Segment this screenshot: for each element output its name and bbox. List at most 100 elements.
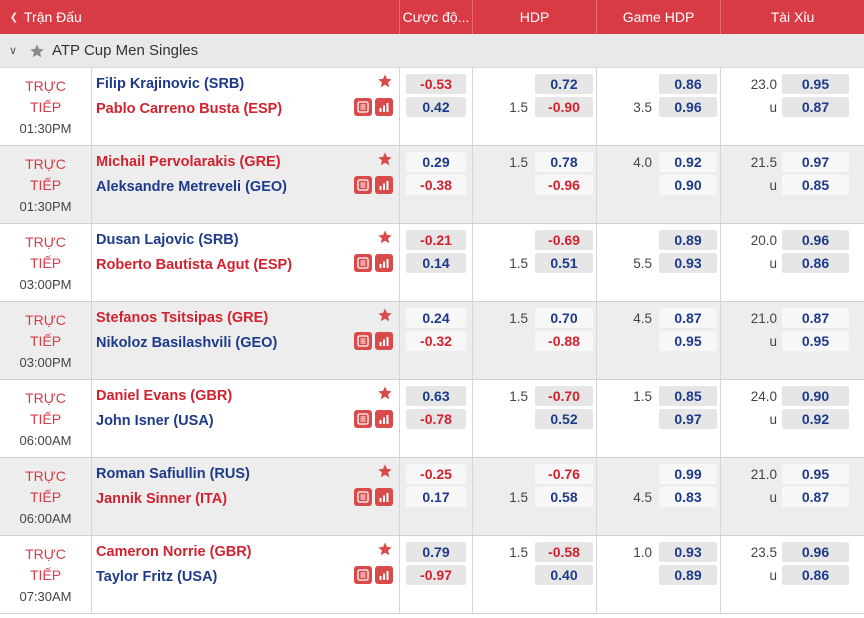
odds-game-hdp-home[interactable]: 0.87: [659, 308, 717, 328]
bar-chart-icon[interactable]: [375, 410, 393, 428]
table-row[interactable]: TRỰC TIẾP 01:30PM Michail Pervolarakis (…: [0, 146, 864, 224]
team-home[interactable]: Filip Krajinovic (SRB): [96, 76, 245, 92]
odds-over[interactable]: 0.95: [782, 464, 849, 484]
header-over-under[interactable]: Tài Xỉu: [770, 9, 815, 25]
odds-under[interactable]: 0.85: [782, 175, 849, 195]
odds-hdp-away[interactable]: 0.58: [535, 487, 593, 507]
team-home[interactable]: Roman Safiullin (RUS): [96, 466, 250, 482]
team-home[interactable]: Stefanos Tsitsipas (GRE): [96, 310, 269, 326]
bar-chart-icon[interactable]: [375, 488, 393, 506]
odds-game-hdp-home[interactable]: 0.89: [659, 230, 717, 250]
header-hdp[interactable]: HDP: [473, 0, 597, 34]
odds-moneyline-home[interactable]: -0.53: [406, 74, 466, 94]
odds-hdp-away[interactable]: 0.40: [535, 565, 593, 585]
odds-under[interactable]: 0.86: [782, 565, 849, 585]
scoreboard-icon[interactable]: [354, 98, 372, 116]
favorite-star-icon[interactable]: [377, 385, 393, 401]
odds-moneyline-home[interactable]: -0.25: [406, 464, 466, 484]
odds-moneyline-home[interactable]: 0.29: [406, 152, 466, 172]
team-away[interactable]: Pablo Carreno Busta (ESP): [96, 101, 283, 117]
table-row[interactable]: TRỰC TIẾP 07:30AM Cameron Norrie (GBR) T…: [0, 536, 864, 614]
table-row[interactable]: TRỰC TIẾP 06:00AM Roman Safiullin (RUS) …: [0, 458, 864, 536]
odds-hdp-away[interactable]: -0.88: [535, 331, 593, 351]
odds-game-hdp-home[interactable]: 0.86: [659, 74, 717, 94]
bar-chart-icon[interactable]: [375, 176, 393, 194]
table-row[interactable]: TRỰC TIẾP 03:00PM Dusan Lajovic (SRB) Ro…: [0, 224, 864, 302]
team-home[interactable]: Dusan Lajovic (SRB): [96, 232, 239, 248]
odds-under[interactable]: 0.95: [782, 331, 849, 351]
odds-hdp-away[interactable]: -0.90: [535, 97, 593, 117]
favorite-star-icon[interactable]: [377, 307, 393, 323]
team-home[interactable]: Daniel Evans (GBR): [96, 388, 233, 404]
odds-under[interactable]: 0.87: [782, 97, 849, 117]
odds-hdp-home[interactable]: -0.58: [535, 542, 593, 562]
league-star-icon[interactable]: [26, 43, 48, 59]
odds-over[interactable]: 0.96: [782, 230, 849, 250]
odds-moneyline-away[interactable]: -0.97: [406, 565, 466, 585]
odds-game-hdp-home[interactable]: 0.93: [659, 542, 717, 562]
chevron-down-icon[interactable]: ∨: [8, 45, 18, 57]
odds-game-hdp-away[interactable]: 0.89: [659, 565, 717, 585]
team-away[interactable]: Nikoloz Basilashvili (GEO): [96, 335, 278, 351]
odds-moneyline-home[interactable]: 0.63: [406, 386, 466, 406]
favorite-star-icon[interactable]: [377, 463, 393, 479]
scoreboard-icon[interactable]: [354, 488, 372, 506]
odds-game-hdp-home[interactable]: 0.85: [659, 386, 717, 406]
favorite-star-icon[interactable]: [377, 541, 393, 557]
odds-hdp-away[interactable]: -0.96: [535, 175, 593, 195]
odds-moneyline-home[interactable]: 0.79: [406, 542, 466, 562]
odds-hdp-away[interactable]: 0.52: [535, 409, 593, 429]
odds-hdp-away[interactable]: 0.51: [535, 253, 593, 273]
header-game-hdp[interactable]: Game HDP: [597, 0, 721, 34]
odds-over[interactable]: 0.90: [782, 386, 849, 406]
table-row[interactable]: TRỰC TIẾP 03:00PM Stefanos Tsitsipas (GR…: [0, 302, 864, 380]
table-row[interactable]: TRỰC TIẾP 01:30PM Filip Krajinovic (SRB)…: [0, 68, 864, 146]
odds-game-hdp-away[interactable]: 0.96: [659, 97, 717, 117]
odds-game-hdp-away[interactable]: 0.93: [659, 253, 717, 273]
header-match[interactable]: ❮ Trận Đấu: [0, 0, 400, 34]
bar-chart-icon[interactable]: [375, 332, 393, 350]
odds-hdp-home[interactable]: 0.72: [535, 74, 593, 94]
odds-game-hdp-away[interactable]: 0.83: [659, 487, 717, 507]
odds-hdp-home[interactable]: -0.70: [535, 386, 593, 406]
team-away[interactable]: Roberto Bautista Agut (ESP): [96, 257, 293, 273]
odds-moneyline-away[interactable]: 0.17: [406, 487, 466, 507]
team-away[interactable]: John Isner (USA): [96, 413, 214, 429]
odds-hdp-home[interactable]: -0.69: [535, 230, 593, 250]
scoreboard-icon[interactable]: [354, 254, 372, 272]
team-home[interactable]: Michail Pervolarakis (GRE): [96, 154, 281, 170]
favorite-star-icon[interactable]: [377, 73, 393, 89]
team-home[interactable]: Cameron Norrie (GBR): [96, 544, 252, 560]
scoreboard-icon[interactable]: [354, 410, 372, 428]
odds-moneyline-away[interactable]: -0.32: [406, 331, 466, 351]
team-away[interactable]: Aleksandre Metreveli (GEO): [96, 179, 287, 195]
bar-chart-icon[interactable]: [375, 254, 393, 272]
odds-over[interactable]: 0.87: [782, 308, 849, 328]
favorite-star-icon[interactable]: [377, 151, 393, 167]
odds-game-hdp-home[interactable]: 0.99: [659, 464, 717, 484]
team-away[interactable]: Taylor Fritz (USA): [96, 569, 218, 585]
odds-moneyline-away[interactable]: 0.42: [406, 97, 466, 117]
scoreboard-icon[interactable]: [354, 332, 372, 350]
odds-hdp-home[interactable]: 0.70: [535, 308, 593, 328]
scoreboard-icon[interactable]: [354, 566, 372, 584]
odds-over[interactable]: 0.96: [782, 542, 849, 562]
odds-moneyline-home[interactable]: 0.24: [406, 308, 466, 328]
odds-game-hdp-away[interactable]: 0.95: [659, 331, 717, 351]
header-moneyline[interactable]: Cược độ...: [400, 0, 473, 34]
odds-game-hdp-home[interactable]: 0.92: [659, 152, 717, 172]
odds-moneyline-away[interactable]: -0.78: [406, 409, 466, 429]
bar-chart-icon[interactable]: [375, 98, 393, 116]
odds-hdp-home[interactable]: -0.76: [535, 464, 593, 484]
odds-moneyline-away[interactable]: -0.38: [406, 175, 466, 195]
odds-game-hdp-away[interactable]: 0.97: [659, 409, 717, 429]
table-row[interactable]: TRỰC TIẾP 06:00AM Daniel Evans (GBR) Joh…: [0, 380, 864, 458]
odds-under[interactable]: 0.86: [782, 253, 849, 273]
team-away[interactable]: Jannik Sinner (ITA): [96, 491, 228, 507]
odds-moneyline-home[interactable]: -0.21: [406, 230, 466, 250]
odds-under[interactable]: 0.87: [782, 487, 849, 507]
scoreboard-icon[interactable]: [354, 176, 372, 194]
odds-over[interactable]: 0.95: [782, 74, 849, 94]
odds-under[interactable]: 0.92: [782, 409, 849, 429]
odds-moneyline-away[interactable]: 0.14: [406, 253, 466, 273]
